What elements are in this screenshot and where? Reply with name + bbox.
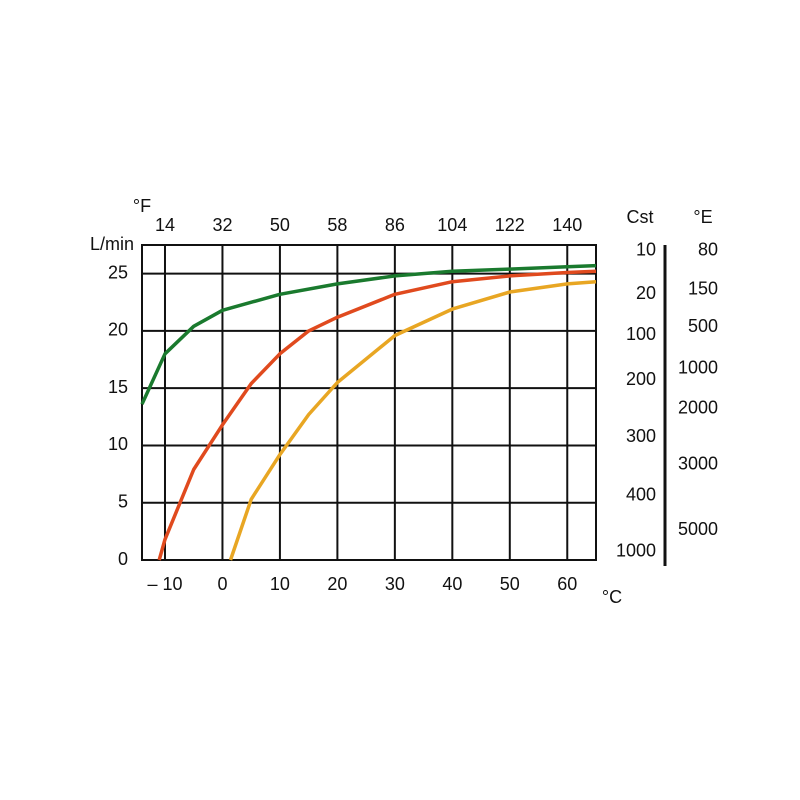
x2-tick-label: 50 — [270, 215, 290, 235]
engler-label: °E — [693, 207, 712, 227]
y-tick-label: 15 — [108, 377, 128, 397]
engler-tick-label: 80 — [698, 239, 718, 259]
x2-tick-label: 104 — [437, 215, 467, 235]
plot-frame — [141, 244, 597, 561]
y-tick-label: 25 — [108, 262, 128, 282]
y-label: L/min — [90, 234, 134, 254]
engler-tick-label: 500 — [688, 316, 718, 336]
x2-tick-label: 32 — [212, 215, 232, 235]
x2-tick-label: 86 — [385, 215, 405, 235]
engler-tick-label: 1000 — [678, 357, 718, 377]
engler-tick-label: 3000 — [678, 454, 718, 474]
x-tick-label: 40 — [442, 574, 462, 594]
x2-tick-label: 140 — [552, 215, 582, 235]
cst-tick-label: 10 — [636, 239, 656, 259]
cst-tick-label: 400 — [626, 485, 656, 505]
x-tick-label: 30 — [385, 574, 405, 594]
engler-tick-label: 2000 — [678, 398, 718, 418]
x2-label: °F — [133, 196, 151, 216]
x2-tick-label: 14 — [155, 215, 175, 235]
x-tick-label: – 10 — [147, 574, 182, 594]
curve — [157, 269, 597, 561]
x2-tick-label: 122 — [495, 215, 525, 235]
engler-tick-label: 5000 — [678, 519, 718, 539]
x-tick-label: 20 — [327, 574, 347, 594]
x-tick-label: 60 — [557, 574, 577, 594]
y-tick-label: 0 — [118, 549, 128, 569]
x-tick-label: 0 — [217, 574, 227, 594]
x-tick-label: 50 — [500, 574, 520, 594]
curve — [140, 263, 597, 405]
curve — [228, 279, 597, 561]
engler-tick-label: 150 — [688, 278, 718, 298]
x-label: °C — [602, 587, 622, 607]
cst-tick-label: 20 — [636, 283, 656, 303]
y-tick-label: 5 — [118, 491, 128, 511]
x-tick-label: 10 — [270, 574, 290, 594]
x2-tick-label: 58 — [327, 215, 347, 235]
cst-tick-label: 200 — [626, 369, 656, 389]
cst-tick-label: 300 — [626, 426, 656, 446]
cst-label: Cst — [627, 207, 654, 227]
y-tick-label: 20 — [108, 320, 128, 340]
cst-tick-label: 1000 — [616, 541, 656, 561]
y-tick-label: 10 — [108, 434, 128, 454]
cst-tick-label: 100 — [626, 324, 656, 344]
